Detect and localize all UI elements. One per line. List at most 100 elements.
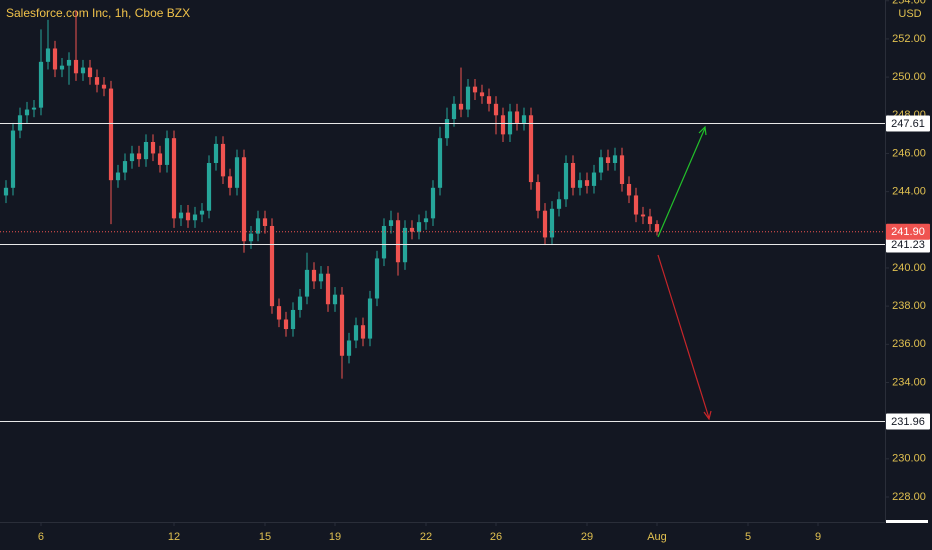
candle-body: [605, 157, 611, 163]
currency-label: USD: [898, 8, 921, 20]
candle-body: [297, 296, 303, 310]
y-tick-label: 236.00: [892, 338, 926, 350]
candle-body: [395, 220, 401, 263]
candle-body: [360, 325, 366, 339]
candle-body: [423, 218, 429, 223]
candle-body: [612, 155, 618, 163]
y-tick-label: 246.00: [892, 147, 926, 159]
candle-body: [115, 172, 121, 181]
candle-body: [220, 143, 226, 177]
candle-body: [304, 269, 310, 297]
candle-body: [24, 109, 30, 116]
candle-body: [283, 319, 289, 330]
candle-body: [346, 340, 352, 356]
y-tick-label: 238.00: [892, 300, 926, 312]
candle-body: [3, 187, 9, 196]
candle-body: [493, 103, 499, 116]
y-tick-label: 252.00: [892, 33, 926, 45]
candle-body: [101, 84, 107, 89]
candle-body: [444, 119, 450, 139]
level-label: 241.23: [891, 239, 925, 251]
x-tick-label: 6: [38, 531, 44, 543]
candle-body: [171, 138, 177, 219]
candle-body: [451, 103, 457, 120]
level-label: 231.96: [891, 416, 925, 428]
down-arrow: [657, 254, 710, 419]
candle-body: [164, 138, 170, 165]
candle-body: [458, 103, 464, 110]
candle-body: [248, 233, 254, 242]
level-label-box: [886, 115, 930, 132]
last-price-label: 241.90: [891, 226, 925, 238]
level-label: 247.61: [891, 118, 925, 130]
candle-body: [619, 155, 625, 184]
down-arrow-head: [703, 410, 712, 421]
plot: [0, 10, 885, 422]
y-tick-label: 228.00: [892, 491, 926, 503]
candle-body: [143, 141, 149, 160]
candle-body: [206, 162, 212, 211]
candle-body: [472, 86, 478, 93]
candle-body: [17, 115, 23, 131]
level-label-box: [886, 236, 930, 253]
candle-body: [73, 59, 79, 74]
up-arrow: [657, 127, 706, 238]
chart-title: Salesforce.com Inc, 1h, Cboe BZX: [6, 6, 190, 20]
candle-body: [276, 306, 282, 320]
candle-body: [591, 172, 597, 186]
up-arrow-head: [698, 125, 707, 136]
x-tick-label: 12: [168, 531, 180, 543]
candle-body: [38, 61, 44, 108]
candle-body: [339, 294, 345, 356]
y-tick-label: 254.00: [892, 0, 926, 7]
candle-body: [577, 180, 583, 188]
y-tick-label: 230.00: [892, 453, 926, 465]
y-tick-label: 244.00: [892, 186, 926, 198]
candle-body: [654, 224, 660, 232]
candle-body: [157, 153, 163, 165]
candle-body: [402, 227, 408, 263]
candle-body: [528, 115, 534, 183]
candle-body: [465, 86, 471, 110]
candle-body: [416, 222, 422, 232]
candle-body: [94, 77, 100, 85]
candle-body: [213, 143, 219, 163]
x-tick-label: Aug: [647, 531, 667, 543]
candle-body: [66, 59, 72, 66]
candle-body: [31, 107, 37, 110]
y-tick-label: 250.00: [892, 71, 926, 83]
x-tick-label: 22: [420, 531, 432, 543]
candle-body: [535, 182, 541, 211]
candle-body: [80, 67, 86, 74]
candle-body: [556, 199, 562, 209]
candle-body: [633, 195, 639, 215]
candle-body: [185, 212, 191, 221]
candle-body: [647, 216, 653, 225]
candle-body: [262, 218, 268, 226]
candle-body: [108, 88, 114, 181]
x-tick-label: 5: [745, 531, 751, 543]
candle-body: [10, 130, 16, 188]
candle-body: [150, 141, 156, 154]
candle-body: [381, 225, 387, 259]
y-tick-label: 234.00: [892, 376, 926, 388]
candle-body: [437, 138, 443, 188]
candle-body: [598, 157, 604, 173]
axis-handle[interactable]: [886, 520, 928, 523]
candle-body: [563, 162, 569, 200]
candle-body: [227, 176, 233, 188]
candle-body: [332, 294, 338, 305]
candle-body: [269, 225, 275, 307]
candle-body: [199, 210, 205, 215]
x-tick-label: 29: [581, 531, 593, 543]
candle-body: [45, 48, 51, 62]
last-price-box: [886, 223, 930, 240]
candle-body: [430, 187, 436, 219]
candle-body: [255, 218, 261, 234]
candle-body: [507, 111, 513, 135]
x-tick-label: 9: [815, 531, 821, 543]
candle-body: [640, 214, 646, 217]
candle-body: [122, 161, 128, 173]
